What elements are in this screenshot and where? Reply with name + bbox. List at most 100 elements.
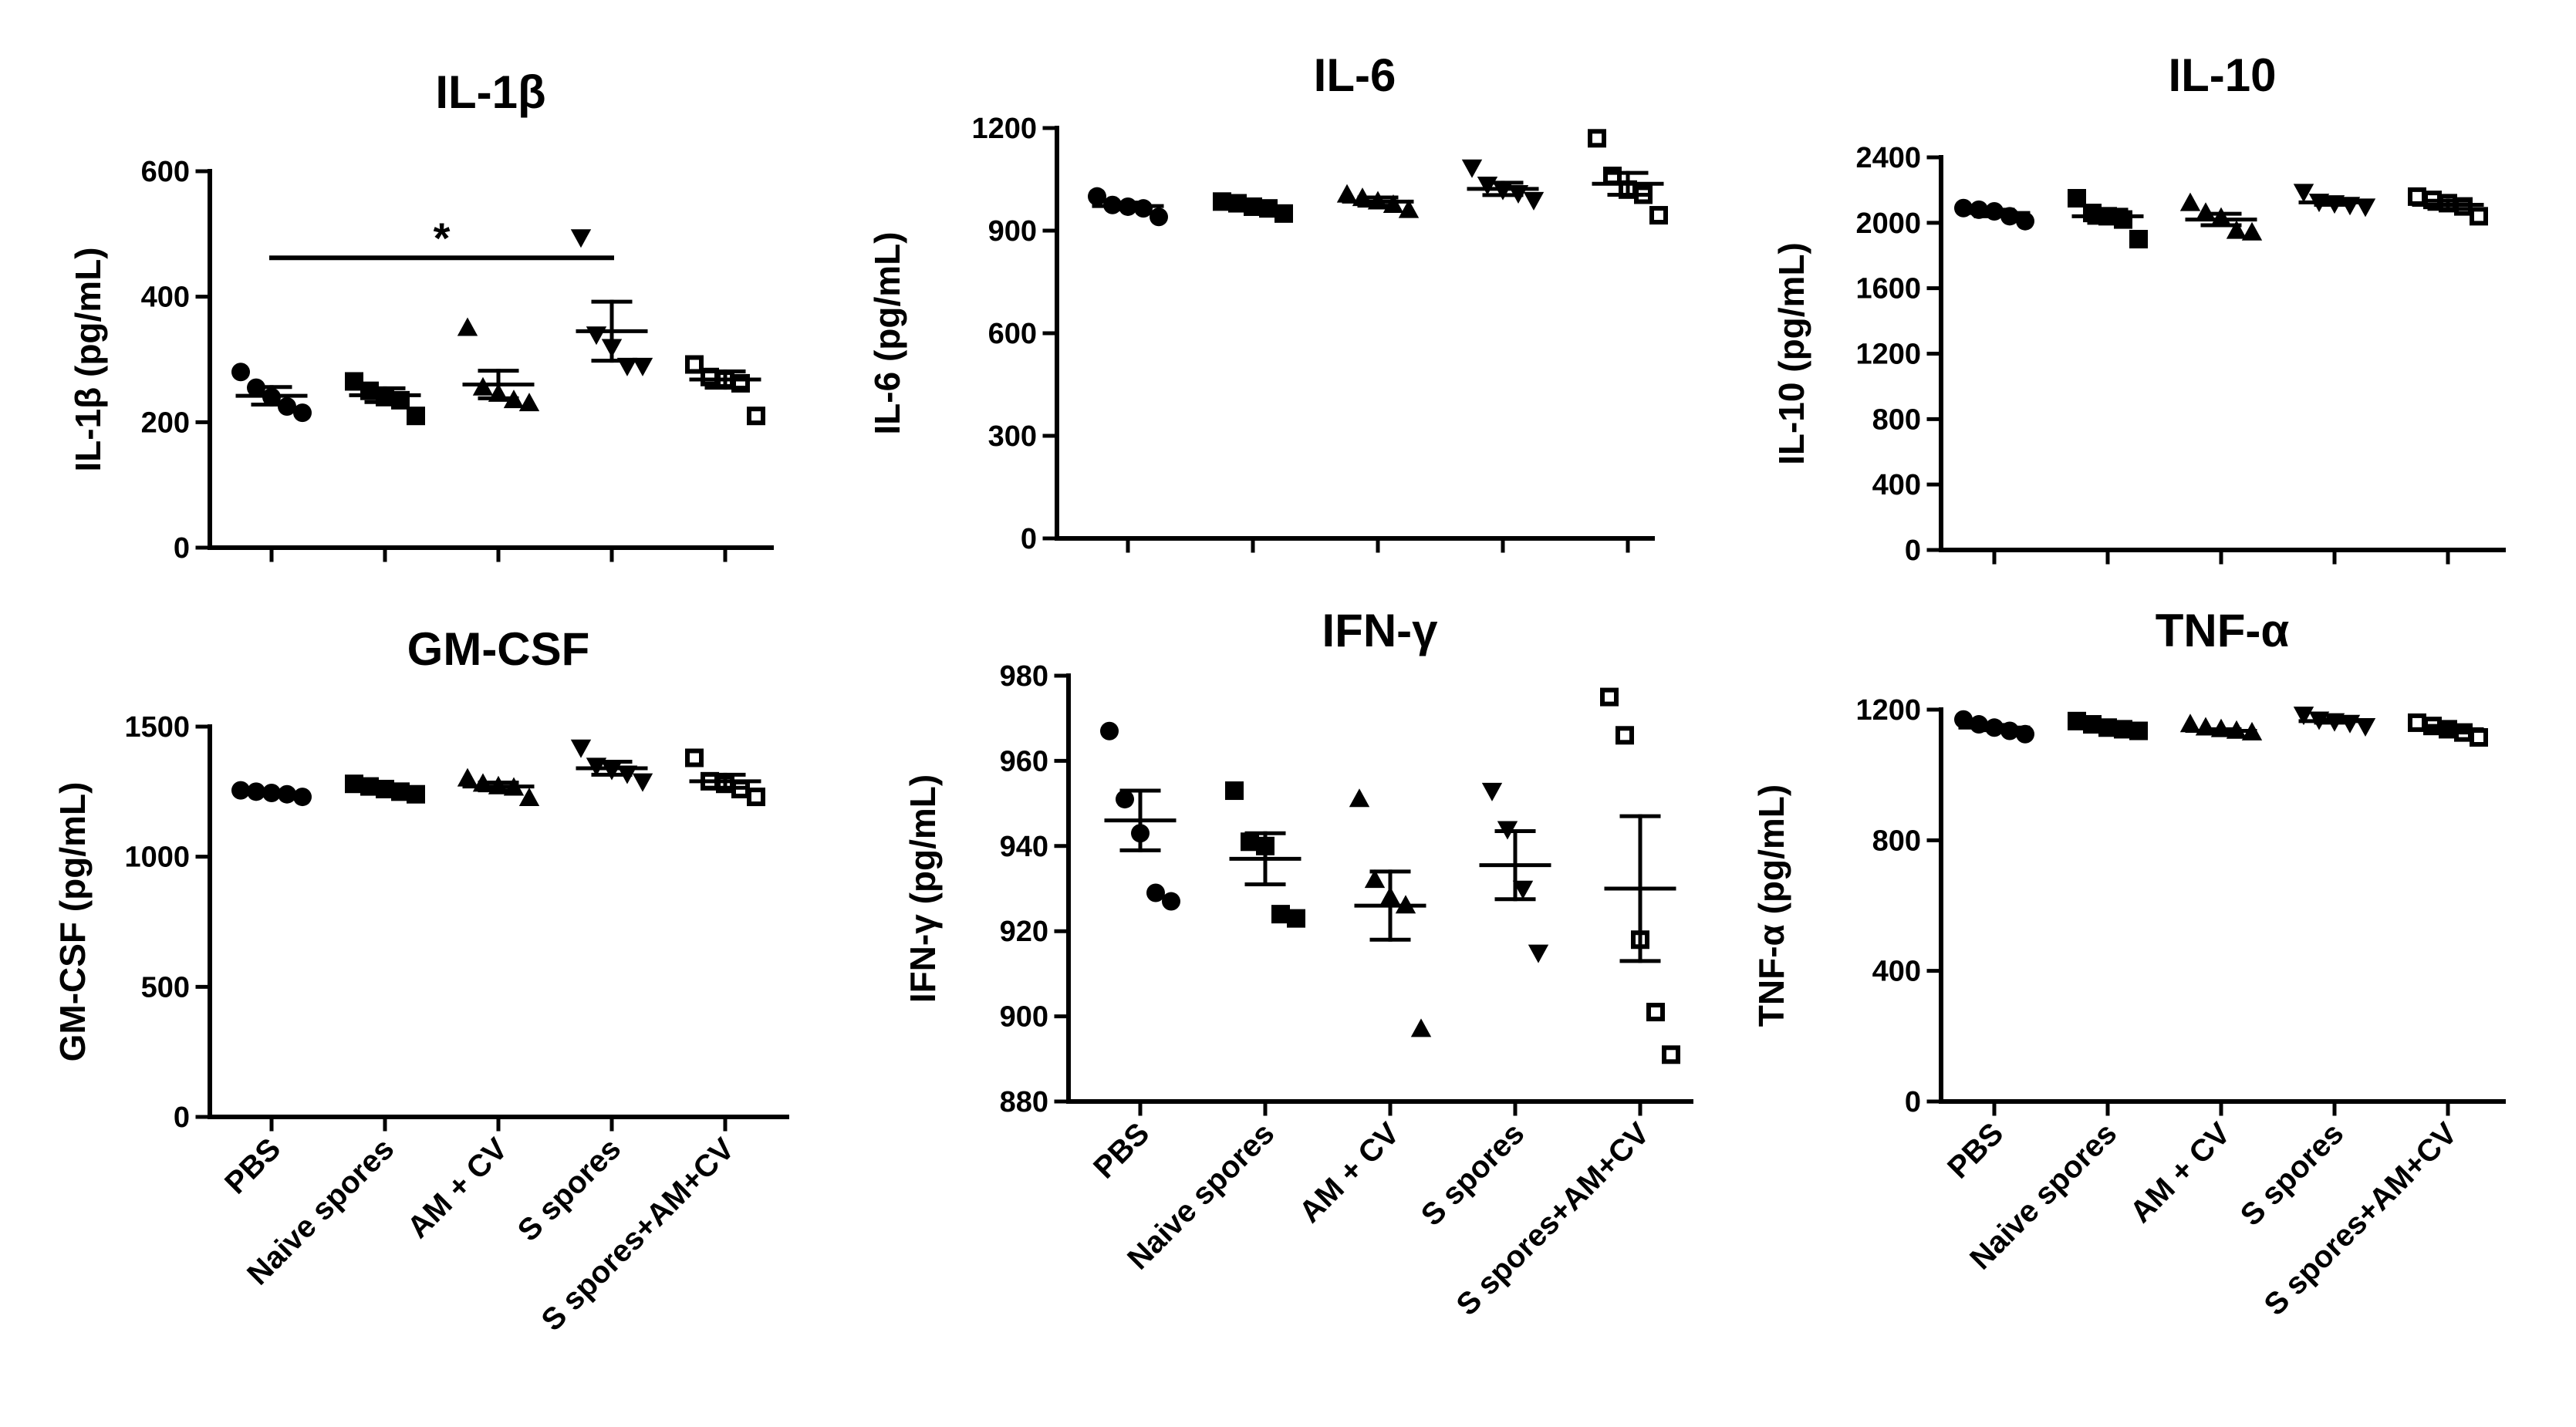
data-point bbox=[293, 403, 312, 423]
series-1 bbox=[2068, 711, 2148, 740]
data-point bbox=[1150, 207, 1168, 227]
y-tick-label: 1500 bbox=[124, 711, 190, 744]
data-point bbox=[1528, 944, 1549, 963]
data-point bbox=[1523, 191, 1545, 211]
x-category-label: S spores bbox=[1415, 1116, 1531, 1233]
data-point bbox=[457, 317, 478, 336]
data-point bbox=[1364, 869, 1386, 889]
data-point bbox=[747, 788, 765, 807]
series-1 bbox=[1225, 781, 1305, 928]
data-point bbox=[1383, 194, 1404, 213]
y-tick-label: 600 bbox=[141, 156, 190, 188]
y-tick-label: 1600 bbox=[1855, 273, 1921, 305]
y-tick-label: 940 bbox=[1000, 831, 1048, 863]
series-0 bbox=[1954, 198, 2034, 231]
y-axis-label: IL-6 (pg/mL) bbox=[867, 231, 907, 434]
y-tick-label: 600 bbox=[988, 318, 1037, 350]
data-point bbox=[2129, 721, 2148, 740]
data-point bbox=[1349, 788, 1370, 808]
data-point bbox=[1954, 710, 1973, 729]
series-3 bbox=[2293, 184, 2376, 218]
y-tick-label: 900 bbox=[1000, 1001, 1048, 1034]
y-tick-label: 800 bbox=[1872, 825, 1921, 857]
series-2 bbox=[1349, 788, 1432, 1037]
data-point bbox=[1662, 1045, 1680, 1064]
data-point bbox=[2179, 714, 2201, 733]
data-point bbox=[1100, 721, 1119, 740]
data-point bbox=[1146, 883, 1165, 902]
data-point bbox=[2114, 210, 2132, 229]
y-tick-label: 400 bbox=[1872, 469, 1921, 501]
series-4 bbox=[685, 748, 765, 807]
series-1 bbox=[2068, 189, 2148, 249]
series-3 bbox=[2293, 707, 2376, 737]
data-point bbox=[293, 788, 312, 807]
series-2 bbox=[457, 767, 540, 806]
data-point bbox=[632, 357, 653, 376]
series-3 bbox=[570, 229, 653, 376]
data-point bbox=[632, 773, 653, 792]
y-axis-label: GM-CSF (pg/mL) bbox=[52, 782, 93, 1062]
data-point bbox=[2129, 230, 2148, 249]
y-tick-label: 960 bbox=[1000, 745, 1048, 778]
significance-label: * bbox=[434, 214, 451, 262]
x-category-label: AM + CV bbox=[1293, 1116, 1406, 1230]
panel-title: IL-1β bbox=[435, 66, 545, 118]
data-point bbox=[685, 355, 704, 374]
data-point bbox=[1088, 187, 1106, 206]
series-4 bbox=[685, 355, 765, 426]
series-4 bbox=[2408, 713, 2488, 747]
series-0 bbox=[231, 781, 312, 807]
data-point bbox=[2226, 220, 2247, 239]
data-point bbox=[685, 748, 704, 767]
series-2 bbox=[1336, 184, 1420, 218]
x-category-label: S spores bbox=[2234, 1116, 2351, 1233]
x-category-label: S spores bbox=[511, 1132, 628, 1248]
y-axis-label: IL-1β (pg/mL) bbox=[68, 247, 108, 471]
y-tick-label: 500 bbox=[141, 971, 190, 1004]
data-point bbox=[1287, 909, 1305, 928]
y-tick-label: 2000 bbox=[1855, 207, 1921, 240]
series-0 bbox=[231, 363, 312, 423]
series-3 bbox=[1461, 159, 1545, 211]
y-tick-label: 0 bbox=[1021, 523, 1037, 555]
data-point bbox=[2195, 202, 2216, 221]
data-point bbox=[1336, 184, 1358, 203]
y-axis-label: TNF-α (pg/mL) bbox=[1751, 784, 1791, 1027]
data-point bbox=[2293, 184, 2314, 203]
data-point bbox=[1649, 206, 1668, 225]
data-point bbox=[747, 407, 765, 426]
data-point bbox=[2179, 192, 2201, 211]
y-tick-label: 400 bbox=[1872, 956, 1921, 988]
data-point bbox=[1461, 159, 1483, 178]
panel-title: IL-6 bbox=[1314, 49, 1396, 101]
data-point bbox=[1410, 1018, 1432, 1037]
panel-title: TNF-α bbox=[2156, 605, 2290, 656]
y-tick-label: 300 bbox=[988, 420, 1037, 453]
data-point bbox=[1588, 129, 1606, 148]
panel-il10: IL-10 0 400 800 1200 1600 2000 2400 IL-10 (pg/mL… bbox=[1771, 49, 2506, 567]
data-point bbox=[1398, 199, 1420, 218]
y-tick-label: 400 bbox=[141, 282, 190, 314]
x-category-label: S spores+AM+CV bbox=[2257, 1116, 2463, 1322]
x-category-label: S spores+AM+CV bbox=[535, 1132, 741, 1338]
data-point bbox=[1600, 687, 1619, 707]
y-tick-label: 200 bbox=[141, 407, 190, 439]
series-0 bbox=[1954, 710, 2034, 744]
data-point bbox=[2470, 207, 2488, 226]
series-2 bbox=[2179, 714, 2263, 740]
series-1 bbox=[1213, 192, 1293, 223]
data-point bbox=[231, 363, 250, 382]
y-tick-label: 1200 bbox=[971, 113, 1037, 145]
data-point bbox=[2408, 187, 2426, 206]
panel-title: IL-10 bbox=[2168, 49, 2276, 101]
series-4 bbox=[2408, 187, 2488, 226]
series-2 bbox=[2179, 192, 2263, 241]
y-axis-label: IL-10 (pg/mL) bbox=[1771, 242, 1811, 465]
series-1 bbox=[345, 774, 425, 804]
y-tick-label: 1200 bbox=[1855, 694, 1921, 727]
data-point bbox=[1162, 892, 1180, 911]
